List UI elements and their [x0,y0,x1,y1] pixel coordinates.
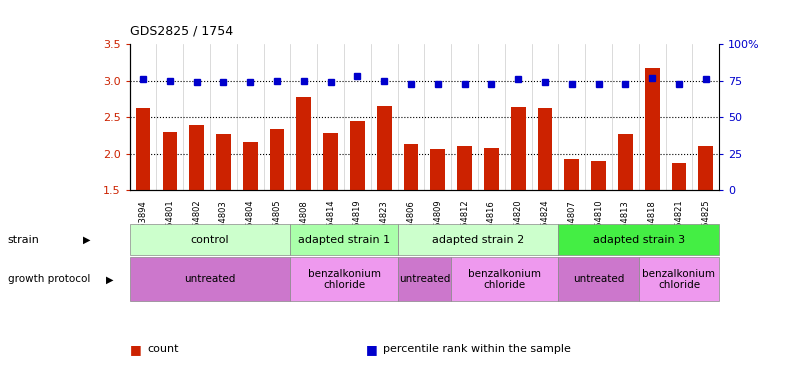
Bar [296,98,311,190]
Bar [398,224,558,255]
Text: percentile rank within the sample: percentile rank within the sample [383,344,571,354]
Bar [639,257,719,301]
Bar [558,224,719,255]
Text: count: count [147,344,178,354]
Text: adapted strain 2: adapted strain 2 [432,235,524,245]
Bar [671,163,686,190]
Bar [291,257,398,301]
Text: ■: ■ [130,343,141,356]
Text: untreated: untreated [185,274,236,285]
Text: adapted strain 1: adapted strain 1 [298,235,390,245]
Bar [699,146,713,190]
Text: adapted strain 3: adapted strain 3 [593,235,685,245]
Bar [243,142,258,190]
Text: untreated: untreated [399,274,450,285]
Text: benzalkonium
chloride: benzalkonium chloride [468,268,542,290]
Bar [163,132,178,190]
Text: ■: ■ [365,343,377,356]
Text: ▶: ▶ [83,235,90,245]
Text: ▶: ▶ [106,274,114,285]
Text: benzalkonium
chloride: benzalkonium chloride [307,268,380,290]
Bar [130,224,291,255]
Text: benzalkonium
chloride: benzalkonium chloride [642,268,715,290]
Bar [431,149,445,190]
Text: control: control [191,235,230,245]
Bar [538,108,553,190]
Bar [558,257,639,301]
Bar [457,146,472,190]
Bar [645,68,659,190]
Bar [564,159,579,190]
Bar [291,224,398,255]
Bar [511,107,526,190]
Bar [136,108,150,190]
Bar [451,257,558,301]
Bar [130,257,291,301]
Bar [591,161,606,190]
Bar [189,125,204,190]
Text: growth protocol: growth protocol [8,274,90,285]
Text: GDS2825 / 1754: GDS2825 / 1754 [130,25,233,38]
Bar [216,134,231,190]
Bar [618,134,633,190]
Bar [376,106,391,190]
Bar [398,257,451,301]
Bar [270,129,285,190]
Bar [404,144,418,190]
Bar [484,149,499,190]
Text: strain: strain [8,235,40,245]
Bar [350,121,365,190]
Text: untreated: untreated [573,274,624,285]
Bar [323,133,338,190]
